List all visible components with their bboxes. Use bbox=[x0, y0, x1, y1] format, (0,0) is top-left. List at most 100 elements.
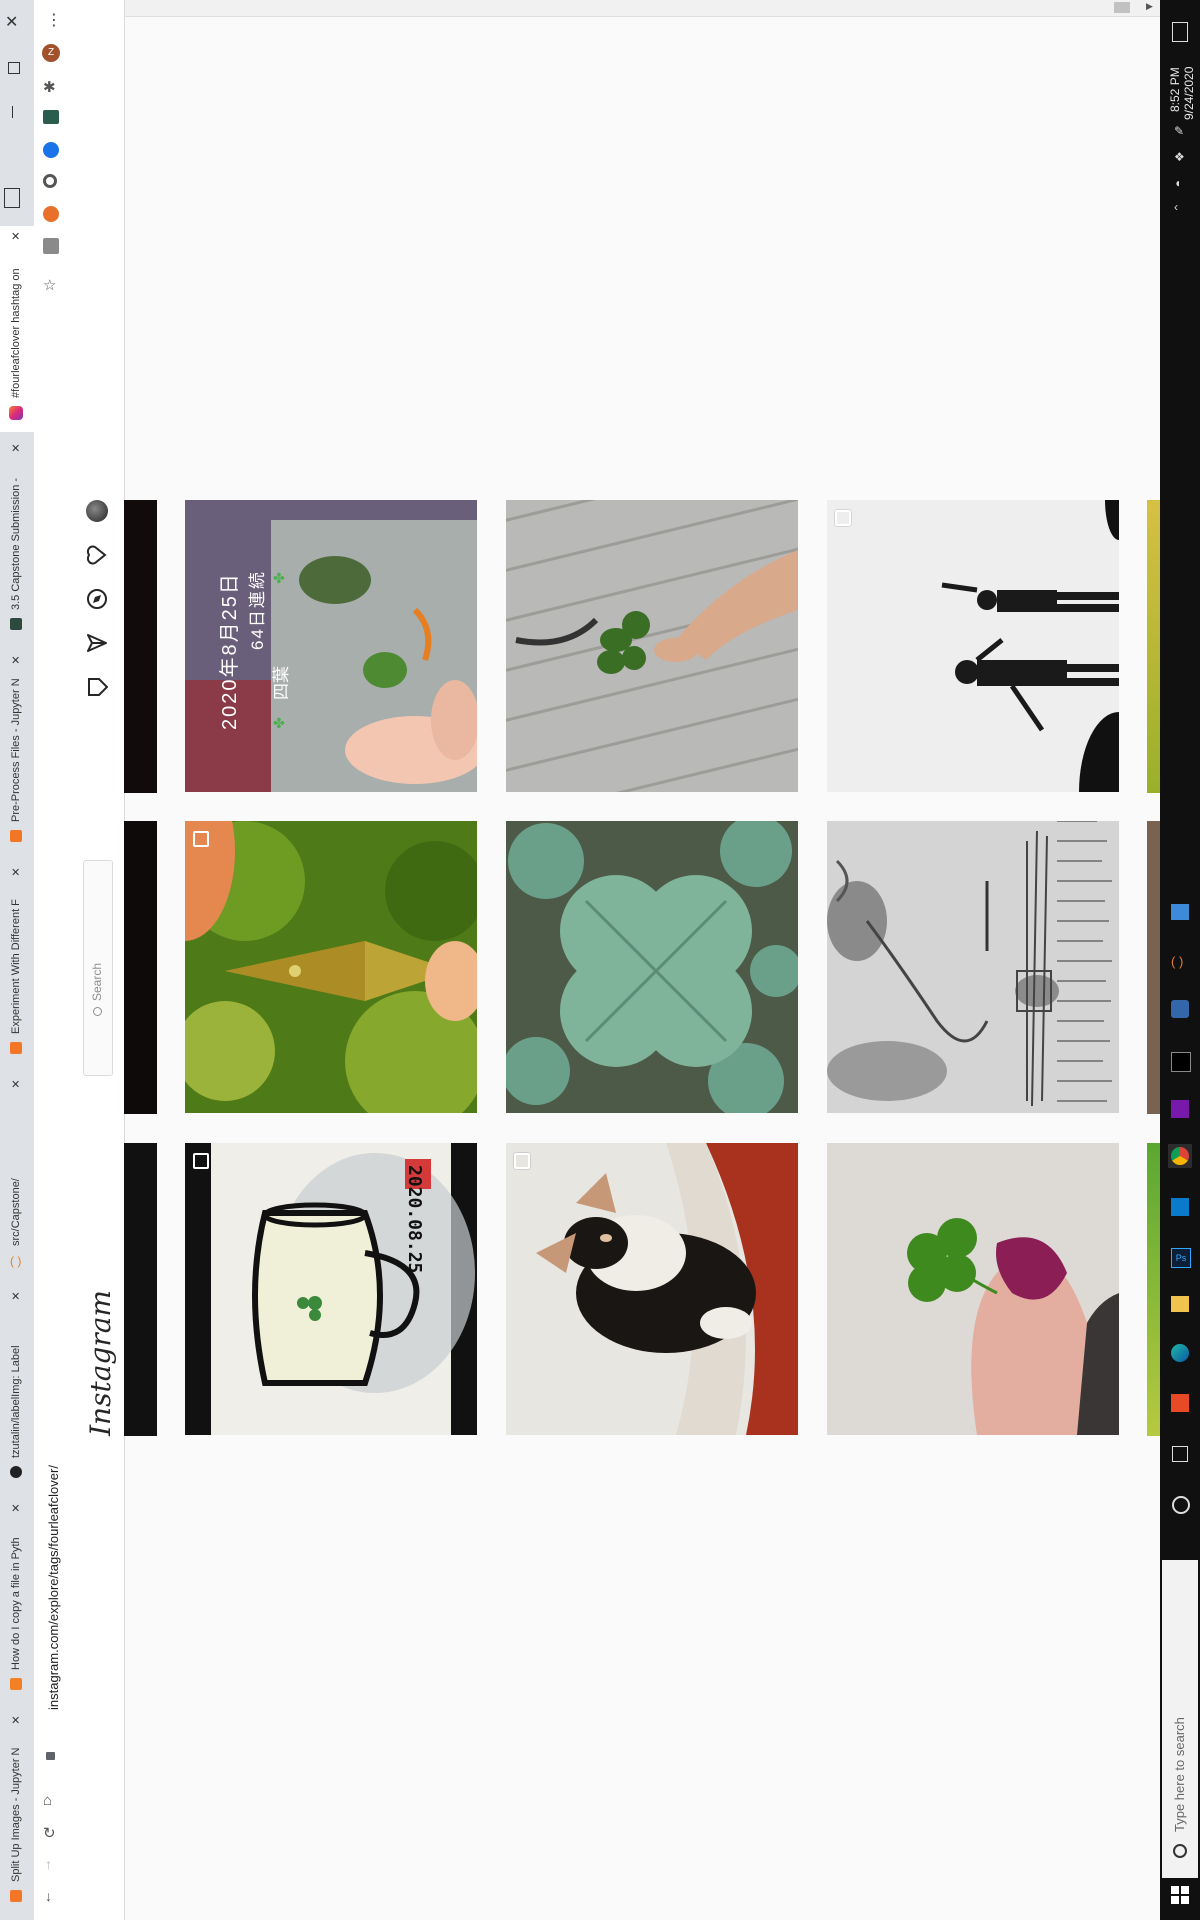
tab-instagram[interactable]: ✕ #fourleafclover hashtag on bbox=[0, 226, 34, 432]
overlay-caption-text: 四葉 bbox=[272, 666, 291, 700]
edge-app-icon[interactable] bbox=[1171, 1344, 1189, 1362]
partial-post[interactable] bbox=[124, 821, 157, 1114]
tab-capstone[interactable]: ✕ 3.5 Capstone Submission - bbox=[0, 438, 34, 644]
extension-icon-5[interactable] bbox=[43, 238, 59, 254]
home-icon[interactable] bbox=[86, 676, 109, 703]
address-bar[interactable]: instagram.com/explore/tags/fourleafclove… bbox=[46, 1465, 61, 1710]
lock-icon bbox=[46, 1752, 55, 1760]
onenote-app-icon[interactable] bbox=[1171, 1100, 1189, 1118]
post-thumbnail[interactable]: 2020年8月25日 64日連続 四葉 ✤ ✤ bbox=[185, 500, 477, 792]
profile-avatar[interactable] bbox=[86, 500, 108, 522]
post-thumbnail[interactable] bbox=[185, 821, 477, 1113]
partial-post[interactable] bbox=[1147, 821, 1160, 1114]
close-tab-icon[interactable]: ✕ bbox=[11, 1715, 21, 1727]
partial-post[interactable] bbox=[124, 1143, 157, 1436]
back-icon[interactable]: ↓ bbox=[45, 1888, 52, 1904]
close-tab-icon[interactable]: ✕ bbox=[11, 1291, 21, 1303]
profile-avatar[interactable]: Z bbox=[42, 44, 60, 62]
close-tab-icon[interactable]: ✕ bbox=[11, 1503, 21, 1515]
extensions-icon[interactable]: ✱ bbox=[43, 79, 56, 96]
tab-preprocess[interactable]: ✕ Pre-Process Files - Jupyter N bbox=[0, 650, 34, 856]
partial-post[interactable] bbox=[1147, 1143, 1160, 1436]
multi-post-icon bbox=[835, 510, 851, 526]
taskbar-search-input[interactable]: Type here to search bbox=[1172, 1717, 1187, 1832]
notification-icon[interactable] bbox=[1172, 22, 1188, 42]
taskbar: 8:52 PM 9/24/2020 ✎ ❖ ◖ ‹ ( ) Ps Type he… bbox=[1160, 0, 1200, 1920]
close-tab-icon[interactable]: ✕ bbox=[11, 231, 21, 243]
bookmark-star-icon[interactable]: ☆ bbox=[43, 277, 57, 294]
overlay-streak-text: 64日連続 bbox=[248, 570, 267, 650]
pen-icon[interactable]: ✎ bbox=[1174, 124, 1185, 138]
extension-icon-2[interactable] bbox=[43, 142, 59, 158]
close-tab-icon[interactable]: ✕ bbox=[11, 443, 21, 455]
post-thumbnail[interactable] bbox=[506, 500, 798, 792]
brackets-app-icon[interactable]: ( ) bbox=[1171, 954, 1184, 969]
terminal-app-icon[interactable] bbox=[1171, 1052, 1191, 1072]
search-icon bbox=[93, 1007, 102, 1016]
close-tab-icon[interactable]: ✕ bbox=[11, 867, 21, 879]
taskbar-app-icon[interactable] bbox=[1171, 904, 1189, 920]
tab-experiment[interactable]: ✕ Experiment With Different F bbox=[0, 862, 34, 1068]
tab-search-icon[interactable] bbox=[4, 188, 20, 208]
post-thumbnail[interactable] bbox=[506, 1143, 798, 1435]
tab-split-images[interactable]: ✕ Split Up Images - Jupyter N bbox=[0, 1710, 34, 1916]
clock-date[interactable]: 9/24/2020 bbox=[1182, 66, 1196, 120]
search-input[interactable]: Search bbox=[90, 962, 104, 1001]
volume-icon[interactable]: ◖ bbox=[1174, 176, 1182, 190]
home-icon[interactable]: ⌂ bbox=[43, 1792, 53, 1809]
post-grid: 2020年8月25日 64日連続 四葉 ✤ ✤ bbox=[124, 500, 1160, 1436]
tab-labelimg[interactable]: ✕ tzutalin/labelImg: Label bbox=[0, 1286, 34, 1492]
tab-copy-file[interactable]: ✕ How do I copy a file in Pyth bbox=[0, 1498, 34, 1704]
extension-icon-1[interactable] bbox=[43, 110, 59, 124]
partial-post[interactable] bbox=[1147, 500, 1160, 793]
post-thumbnail[interactable] bbox=[827, 1143, 1119, 1435]
post-thumbnail[interactable] bbox=[827, 821, 1119, 1113]
clover-emoji-icon: ✤ bbox=[273, 715, 285, 731]
activity-heart-icon[interactable] bbox=[86, 544, 108, 571]
stackoverflow-favicon bbox=[10, 1678, 22, 1690]
close-tab-icon[interactable]: ✕ bbox=[11, 655, 21, 667]
post-thumbnail[interactable] bbox=[827, 500, 1119, 792]
close-window-icon[interactable]: ✕ bbox=[5, 14, 19, 31]
chrome-app-icon[interactable] bbox=[1168, 1144, 1192, 1168]
tray-chevron-icon[interactable]: ‹ bbox=[1174, 200, 1178, 214]
tab-strip: ✕ ✕ #fourleafclover hashtag on ✕ 3.5 Cap… bbox=[0, 0, 34, 1920]
horizontal-scrollbar[interactable]: ◀ ▶ bbox=[70, 0, 1160, 17]
post-thumbnail[interactable] bbox=[506, 821, 798, 1113]
instagram-logo[interactable]: Instagram bbox=[84, 1290, 117, 1436]
menu-icon[interactable]: ⋮ bbox=[46, 12, 62, 29]
task-view-icon[interactable] bbox=[1172, 1446, 1188, 1462]
direct-messages-icon[interactable] bbox=[86, 632, 108, 659]
explore-icon[interactable] bbox=[86, 588, 108, 615]
dropbox-icon[interactable]: ❖ bbox=[1174, 150, 1185, 164]
clock-time[interactable]: 8:52 PM bbox=[1168, 67, 1182, 112]
clover-emoji-icon: ✤ bbox=[273, 570, 285, 586]
partial-post[interactable] bbox=[124, 500, 157, 793]
extension-icon-4[interactable] bbox=[43, 206, 59, 222]
taskbar-app-icon[interactable] bbox=[1171, 1000, 1189, 1018]
taskbar-search-box[interactable]: Type here to search bbox=[1162, 1560, 1198, 1878]
office-app-icon[interactable] bbox=[1171, 1394, 1189, 1412]
vscode-app-icon[interactable] bbox=[1171, 1198, 1189, 1216]
photoshop-app-icon[interactable]: Ps bbox=[1171, 1248, 1191, 1268]
minimize-window-icon[interactable] bbox=[12, 106, 13, 118]
post-thumbnail[interactable]: 2020.08.25 bbox=[185, 1143, 477, 1435]
search-box[interactable]: Search bbox=[83, 860, 113, 1076]
scroll-right-arrow[interactable]: ▶ bbox=[1146, 1, 1153, 11]
tab-capstone-src[interactable]: ✕ src/Capstone/ ( ) bbox=[0, 1074, 34, 1280]
tab-label: #fourleafclover hashtag on bbox=[10, 268, 22, 398]
reload-icon[interactable]: ↻ bbox=[43, 1825, 56, 1842]
restore-window-icon[interactable] bbox=[8, 62, 20, 74]
scroll-thumb[interactable] bbox=[1114, 2, 1130, 13]
start-windows-icon[interactable] bbox=[1171, 1886, 1189, 1904]
file-explorer-icon[interactable] bbox=[1171, 1296, 1189, 1312]
close-tab-icon[interactable]: ✕ bbox=[11, 1079, 21, 1091]
cortana-icon[interactable] bbox=[1172, 1496, 1190, 1514]
multi-post-icon bbox=[193, 831, 209, 847]
capstone-favicon bbox=[10, 618, 22, 630]
jupyter-favicon bbox=[10, 1042, 22, 1054]
forward-icon[interactable]: ↑ bbox=[45, 1856, 52, 1872]
extension-icon-3[interactable] bbox=[43, 174, 57, 188]
tab-label: Split Up Images - Jupyter N bbox=[10, 1747, 22, 1883]
search-icon bbox=[1173, 1844, 1187, 1858]
